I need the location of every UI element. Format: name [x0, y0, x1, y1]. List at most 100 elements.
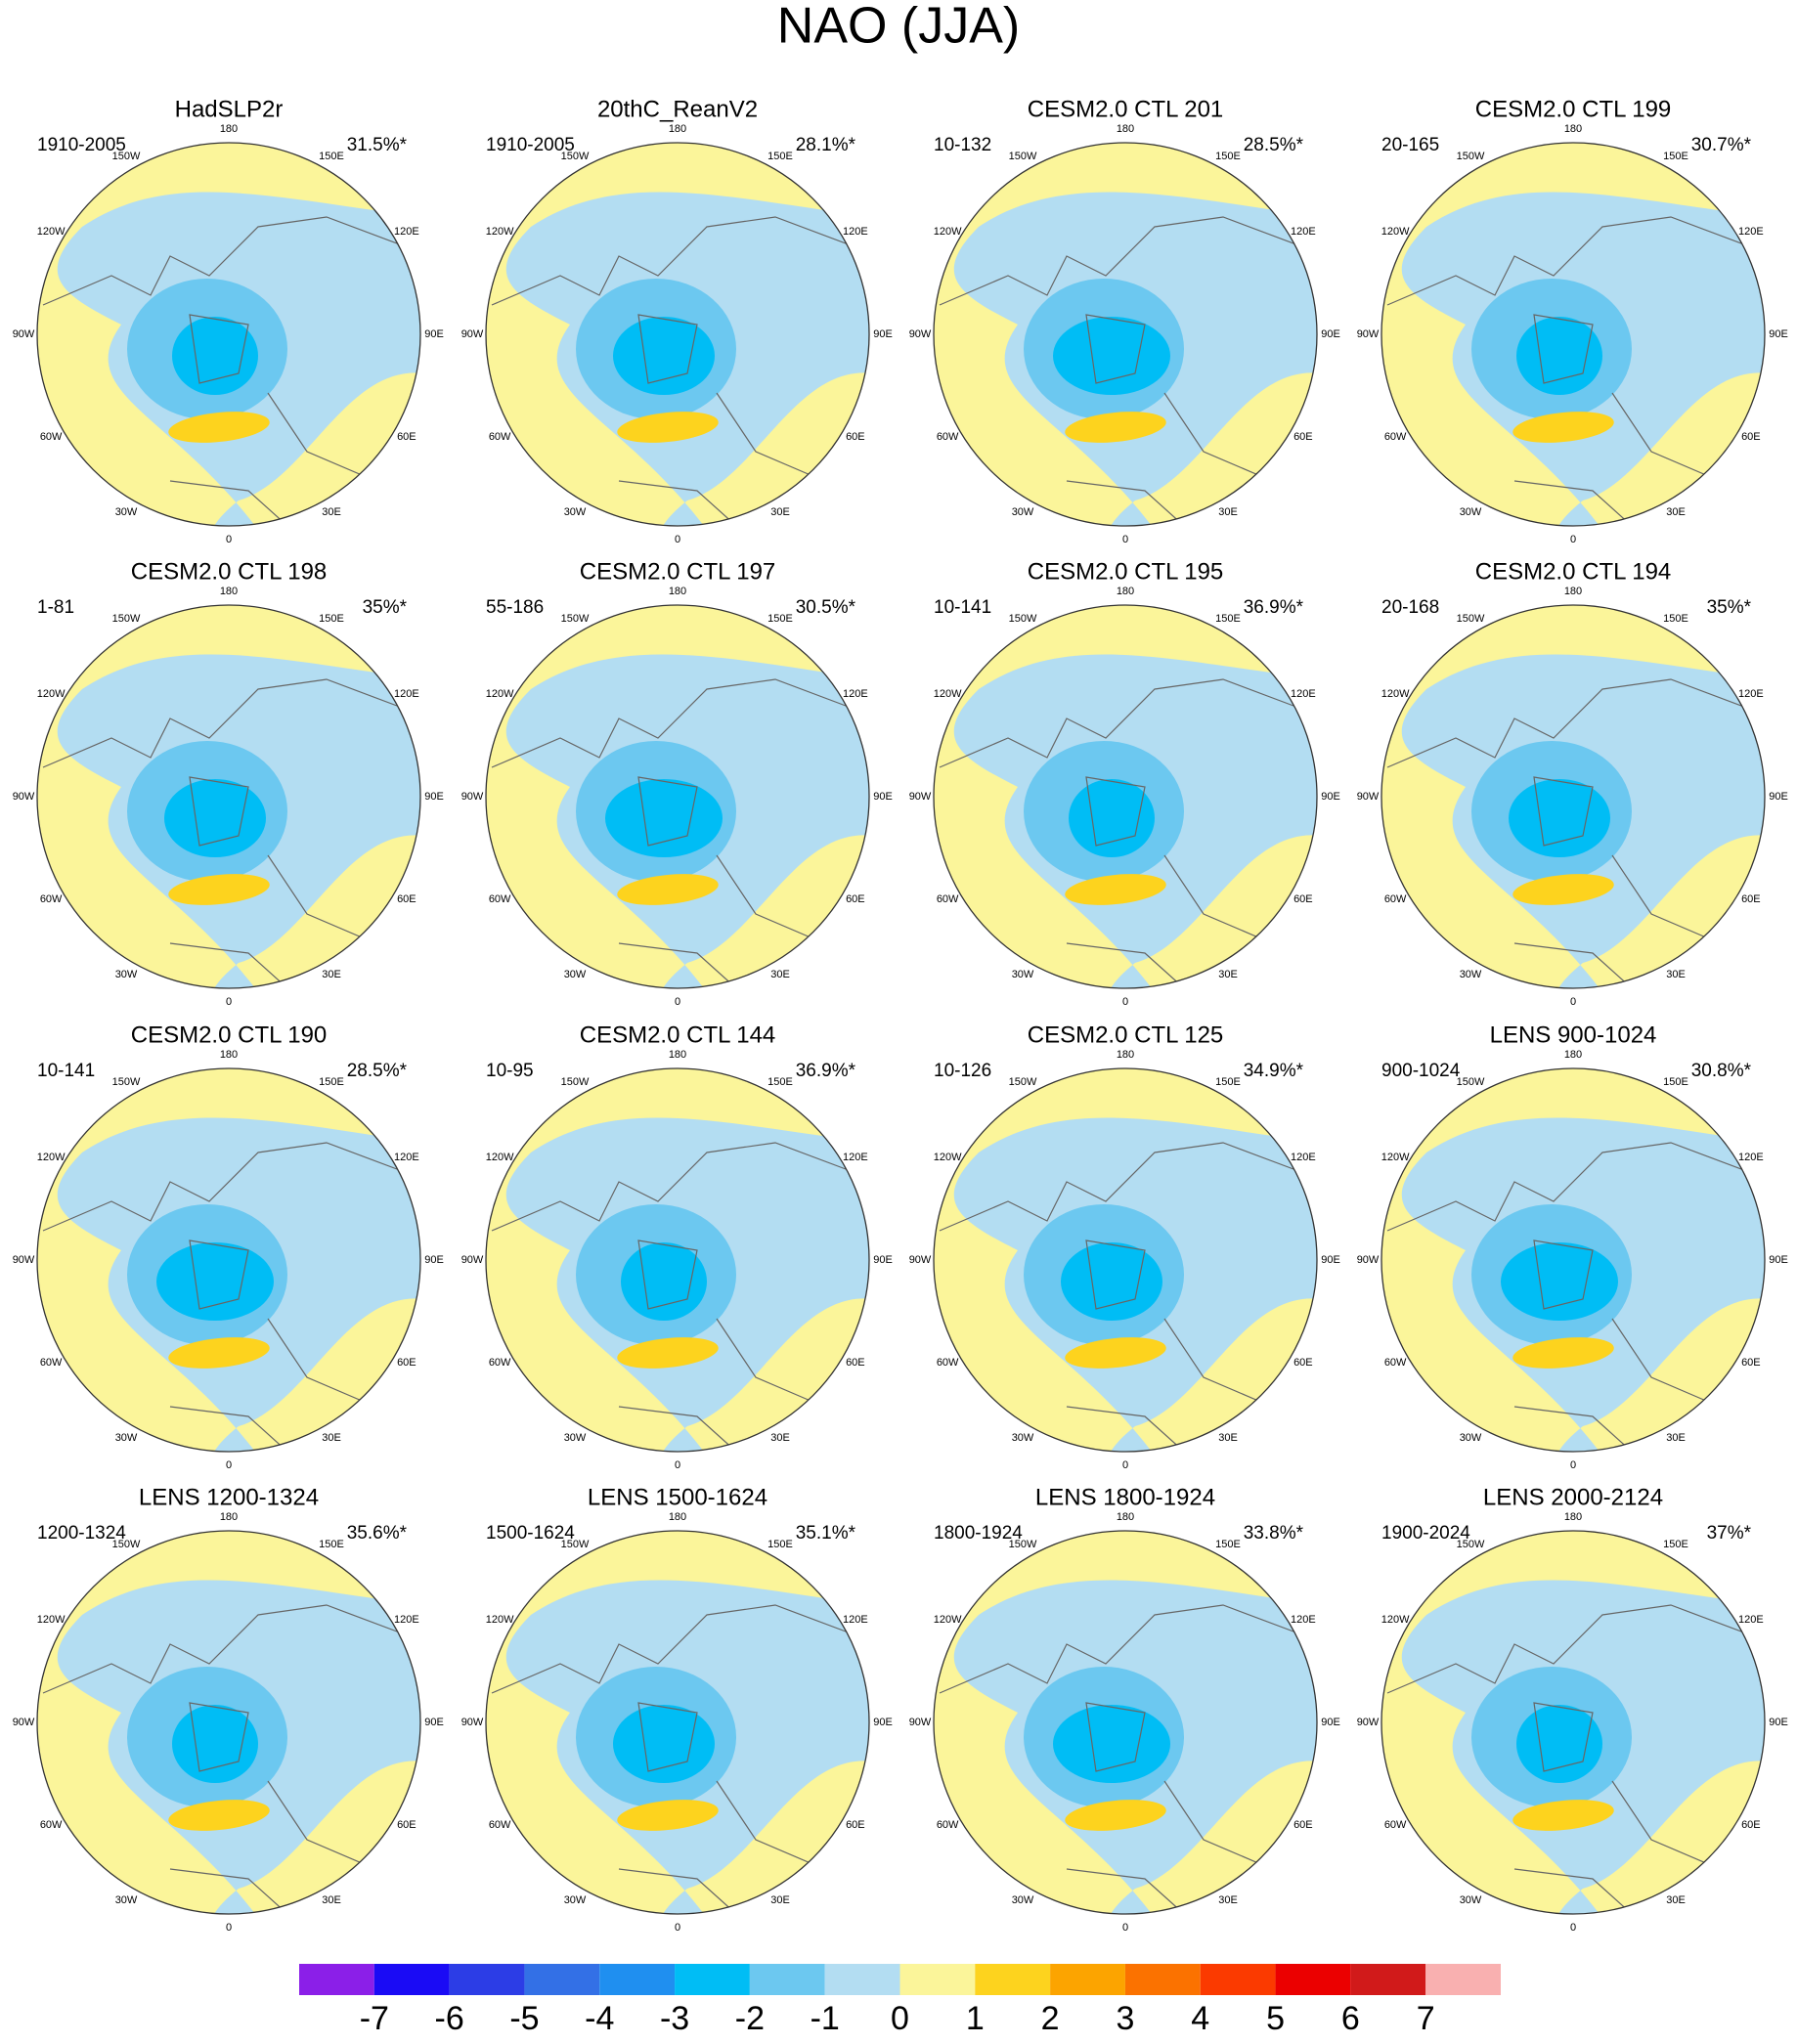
panel-period: 10-141: [37, 1061, 95, 1081]
map-field: [934, 605, 1317, 988]
longitude-label: 60W: [489, 1819, 511, 1831]
longitude-label: 180: [1117, 123, 1134, 135]
longitude-label: 90E: [1321, 328, 1340, 340]
longitude-label: 30E: [1666, 1432, 1686, 1444]
longitude-label: 150W: [1457, 1539, 1485, 1550]
longitude-label: 60W: [1384, 1357, 1407, 1369]
map-panel: 180 150E 120E 90E 60E 30E 0 30W 60W 90W 120W 150W CE…: [1357, 558, 1788, 1008]
longitude-label: 120W: [37, 688, 66, 700]
map-border: [36, 142, 421, 527]
field-positive: [1512, 874, 1614, 905]
field-positive: [168, 874, 270, 905]
longitude-label: 30E: [1218, 506, 1238, 518]
longitude-label: 60E: [397, 431, 416, 443]
longitude-label: 150E: [1215, 613, 1241, 625]
longitude-label: 60W: [937, 893, 959, 905]
longitude-label: 150W: [1457, 1076, 1485, 1088]
field-level: [1069, 779, 1155, 857]
panel-percent: 35%*: [1707, 597, 1752, 618]
longitude-label: 60E: [1293, 1357, 1313, 1369]
panel-percent: 34.9%*: [1244, 1061, 1304, 1081]
longitude-label: 60E: [1293, 431, 1313, 443]
longitude-label: 30W: [1460, 1894, 1482, 1906]
longitude-label: 60W: [40, 1357, 63, 1369]
panel-title: CESM2.0 CTL 125: [1028, 1022, 1224, 1048]
coastline: [939, 678, 1302, 988]
coastline: [42, 1604, 406, 1914]
longitude-label: 150W: [1009, 1539, 1037, 1550]
longitude-label: 120E: [394, 688, 419, 700]
colorbar-label: 0: [891, 2000, 909, 2037]
longitude-label: 120W: [934, 1614, 962, 1626]
panel-title: CESM2.0 CTL 198: [131, 558, 328, 585]
colorbar-label: -6: [435, 2000, 464, 2037]
longitude-label: 0: [1570, 996, 1576, 1008]
longitude-label: 150W: [561, 613, 590, 625]
panel-title: LENS 2000-2124: [1483, 1484, 1663, 1510]
longitude-label: 120W: [37, 1152, 66, 1163]
panel-period: 20-168: [1381, 597, 1439, 618]
map-panel: 180 150E 120E 90E 60E 30E 0 30W 60W 90W 120W 150W CE…: [13, 558, 444, 1008]
colorbar-box: [1350, 1964, 1426, 1995]
longitude-label: 30W: [115, 1894, 138, 1906]
longitude-label: 90W: [1357, 328, 1380, 340]
colorbar-label: -1: [811, 2000, 840, 2037]
longitude-label: 0: [675, 996, 680, 1008]
panel-title: CESM2.0 CTL 199: [1475, 96, 1672, 122]
longitude-label: 150E: [1663, 1076, 1688, 1088]
longitude-label: 30W: [115, 969, 138, 980]
longitude-label: 120W: [934, 226, 962, 238]
panel-percent: 35%*: [363, 597, 408, 618]
map-field: [37, 605, 420, 988]
map-panel: 180 150E 120E 90E 60E 30E 0 30W 60W 90W 120W 150W CE…: [461, 1022, 893, 1471]
colorbar-box: [299, 1964, 374, 1995]
longitude-label: 120E: [1291, 688, 1316, 700]
longitude-label: 180: [669, 586, 686, 597]
longitude-label: 60E: [397, 893, 416, 905]
colorbar-label: 2: [1041, 2000, 1060, 2037]
longitude-label: 90E: [873, 328, 893, 340]
colorbar-box: [899, 1964, 976, 1995]
coastline: [1386, 216, 1750, 526]
panel-period: 1900-2024: [1381, 1523, 1470, 1544]
panel-period: 1500-1624: [486, 1523, 575, 1544]
panel-title: 20thC_ReanV2: [597, 96, 758, 122]
panel-percent: 33.8%*: [1244, 1523, 1304, 1544]
panel-percent: 30.5%*: [796, 597, 856, 618]
longitude-label: 120E: [843, 1152, 868, 1163]
map-panel: 180 150E 120E 90E 60E 30E 0 30W 60W 90W 120W 150W CE…: [909, 558, 1340, 1008]
longitude-label: 180: [669, 1511, 686, 1523]
longitude-label: 60W: [489, 431, 511, 443]
longitude-label: 30W: [564, 1432, 587, 1444]
colorbar-box: [1124, 1964, 1201, 1995]
coastline: [491, 678, 855, 988]
map-field: [1381, 1068, 1765, 1452]
longitude-label: 90W: [909, 1717, 932, 1728]
colorbar-label: 6: [1341, 2000, 1360, 2037]
longitude-label: 90W: [909, 328, 932, 340]
map-panel: 180 150E 120E 90E 60E 30E 0 30W 60W 90W 120W 150W Ha…: [13, 96, 444, 545]
colorbar-label: 7: [1417, 2000, 1435, 2037]
figure-title: NAO (JJA): [777, 0, 1020, 55]
longitude-label: 180: [669, 1049, 686, 1061]
map-border: [933, 142, 1318, 527]
longitude-label: 0: [675, 534, 680, 545]
field-level: [1509, 779, 1610, 857]
field-level: [621, 1242, 707, 1321]
map-border: [1381, 1067, 1766, 1453]
coastline: [491, 1604, 855, 1914]
longitude-label: 0: [226, 1459, 232, 1471]
colorbar-label: 1: [966, 2000, 985, 2037]
map-border: [1381, 142, 1766, 527]
longitude-label: 120W: [1381, 688, 1410, 700]
panel-percent: 28.5%*: [1244, 135, 1304, 155]
colorbar-box: [449, 1964, 525, 1995]
longitude-label: 30W: [1012, 969, 1034, 980]
coastline: [939, 1604, 1302, 1914]
longitude-label: 30W: [1460, 969, 1482, 980]
field-level: [605, 779, 723, 857]
panel-period: 1910-2005: [486, 135, 575, 155]
longitude-label: 30E: [322, 1894, 341, 1906]
longitude-label: 150W: [1457, 613, 1485, 625]
colorbar-box: [373, 1964, 450, 1995]
